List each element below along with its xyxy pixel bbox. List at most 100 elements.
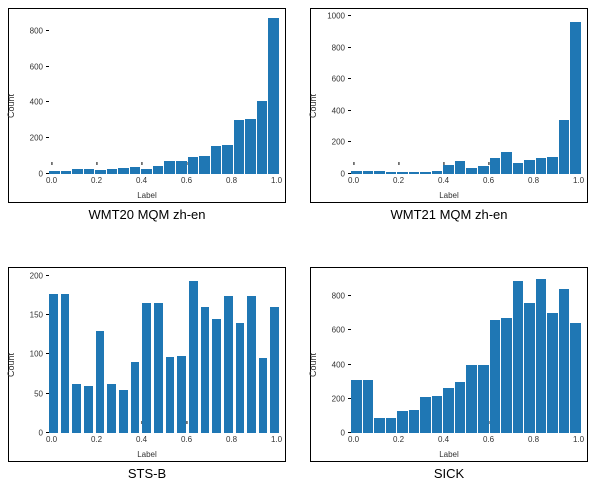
bar [72,384,81,433]
ytick: 0 [39,170,43,179]
bar [524,303,535,433]
bar [141,169,152,174]
ytick: 200 [30,134,43,143]
bar [570,323,581,433]
xtick: 0.2 [91,435,102,444]
panel-3: Count Label 0200400600800 0.00.20.40.60.… [310,267,588,496]
xtick: 0.8 [226,435,237,444]
bar [142,303,151,433]
yticks-2: 050100150200 [23,272,45,433]
plot-1 [349,13,583,174]
bar [536,279,547,433]
chart-area-0: Count Label 0200400600800 0.00.20.40.60.… [8,8,286,203]
bar [222,145,233,174]
bar [257,101,268,174]
xlabel-3: Label [439,450,459,459]
bar [49,294,58,433]
bar [363,380,374,433]
bar [130,167,141,174]
bar [513,163,524,174]
bar [432,171,443,174]
ytick: 800 [332,43,345,52]
ytick: 200 [30,271,43,280]
bar [188,157,199,174]
bar [386,418,397,433]
bar [524,160,535,174]
bar [201,307,210,433]
bar [211,146,222,174]
bar [397,172,408,174]
chart-area-3: Count Label 0200400600800 0.00.20.40.60.… [310,267,588,462]
ytick: 100 [30,350,43,359]
bar [478,365,489,434]
bar [547,157,558,174]
bar [559,289,570,433]
bar [234,120,245,174]
bar [478,166,489,174]
bar [432,396,443,433]
xtick: 1.0 [271,435,282,444]
bar [409,172,420,174]
bar [455,382,466,433]
bar [72,169,83,174]
xtick: 0.4 [438,176,449,185]
ytick: 0 [341,429,345,438]
bars-1 [349,13,583,174]
bar [84,169,95,174]
bar [107,384,116,433]
bar [374,418,385,433]
bar [490,320,501,433]
bar [224,296,233,433]
ytick: 400 [332,360,345,369]
xtick: 0.8 [226,176,237,185]
xtick: 0.0 [46,435,57,444]
ytick: 200 [332,394,345,403]
bar [570,22,581,174]
xtick: 0.4 [136,435,147,444]
xtick: 0.4 [136,176,147,185]
ytick: 150 [30,311,43,320]
bar [119,390,128,433]
bar [420,397,431,433]
bar [443,165,454,174]
xtick: 0.6 [483,435,494,444]
bar [247,296,256,433]
bar [166,357,175,433]
bar [374,171,385,174]
bars-3 [349,272,583,433]
bar [455,161,466,174]
bar [153,166,164,174]
bar [501,152,512,174]
xlabel-1: Label [439,191,459,200]
plot-0 [47,13,281,174]
bar [559,120,570,174]
xtick: 0.2 [393,435,404,444]
xtick: 1.0 [573,435,584,444]
xtick: 0.6 [181,176,192,185]
bar [466,365,477,434]
yticks-0: 0200400600800 [23,13,45,174]
plot-3 [349,272,583,433]
bar [199,156,210,174]
bar [268,18,279,174]
bar [245,119,256,174]
xtick: 0.2 [393,176,404,185]
bar [176,161,187,174]
ytick: 0 [341,170,345,179]
bar [189,281,198,433]
bar [270,307,279,433]
xlabel-0: Label [137,191,157,200]
yticks-3: 0200400600800 [325,272,347,433]
xtick: 1.0 [271,176,282,185]
bar [107,169,118,174]
xlabel-2: Label [137,450,157,459]
ytick: 1000 [327,12,345,21]
bar [154,303,163,433]
ylabel-1: Count [308,93,318,117]
bar [420,172,431,174]
bar [96,331,105,433]
ytick: 400 [30,98,43,107]
xticks-0: 0.00.20.40.60.81.0 [47,176,281,188]
bar [351,171,362,174]
bar [131,362,140,433]
